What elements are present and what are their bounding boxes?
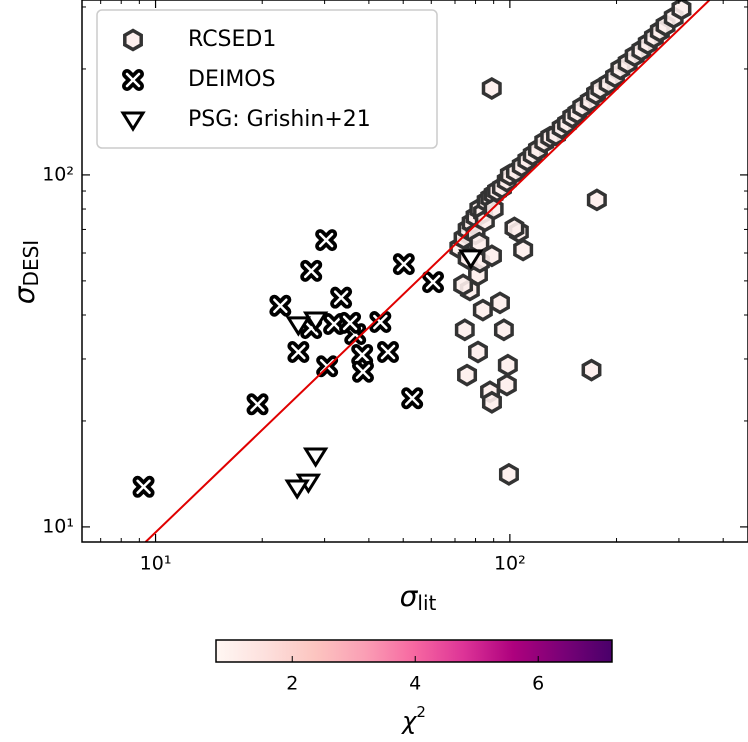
- plot-frame: [81, 0, 748, 543]
- colorbar: [215, 639, 613, 663]
- x-tick-label: 10²: [494, 553, 526, 575]
- cbar-sup: 2: [416, 703, 426, 721]
- triangle-marker: [284, 479, 310, 500]
- hexagon-marker: [504, 216, 525, 240]
- reference-line: [144, 0, 711, 542]
- y-tick-label: 10²: [42, 163, 74, 185]
- legend-label: PSG: Grishin+21: [188, 107, 371, 132]
- legend-label: DEIMOS: [188, 67, 276, 92]
- hexagon-marker: [497, 353, 518, 377]
- hexagon-marker: [481, 390, 502, 414]
- x-marker-inner: [125, 72, 141, 88]
- x-marker-inner: [380, 344, 396, 360]
- y-label-symbol: σ: [8, 285, 41, 304]
- x-marker-inner: [291, 344, 306, 360]
- y-tick-label: 10¹: [42, 515, 74, 537]
- colorbar-tick-label: 6: [532, 673, 544, 695]
- cbar-symbol: χ: [400, 707, 417, 735]
- x-marker-inner: [425, 274, 441, 290]
- plot-area: [132, 0, 711, 542]
- hexagon-marker: [581, 358, 602, 382]
- colorbar-tick-label: 4: [409, 673, 421, 695]
- triangle-marker: [285, 316, 312, 337]
- legend-box: [96, 9, 438, 149]
- triangle-marker: [302, 447, 329, 468]
- colorbar-label: χ2: [400, 703, 426, 736]
- hexagon-marker: [457, 363, 478, 387]
- x-tick-label: 10¹: [140, 553, 172, 575]
- x-marker-inner: [354, 347, 370, 363]
- x-marker-inner: [373, 314, 388, 330]
- legend-label: RCSED1: [188, 27, 276, 52]
- triangle-marker: [120, 111, 146, 132]
- y-label-sub: DESI: [19, 240, 43, 287]
- hexagon-marker: [671, 0, 692, 21]
- hexagon-marker: [481, 76, 502, 101]
- x-marker-inner: [333, 290, 349, 305]
- colorbar-tick-label: 2: [286, 673, 298, 695]
- hexagon-marker: [453, 273, 474, 297]
- x-marker-inner: [273, 298, 288, 313]
- hexagon-marker: [513, 238, 534, 262]
- y-axis-label: σDESI: [8, 240, 43, 304]
- x-label-symbol: σ: [400, 580, 419, 613]
- x-marker-inner: [342, 315, 358, 331]
- hexagon-marker: [472, 298, 493, 322]
- x-marker-inner: [136, 479, 151, 495]
- x-marker-inner: [355, 364, 371, 379]
- x-marker-inner: [318, 232, 334, 248]
- x-marker-inner: [250, 397, 265, 412]
- triangle-marker: [458, 249, 484, 270]
- x-marker-inner: [303, 263, 319, 279]
- x-marker-inner: [326, 316, 342, 332]
- x-axis-label: σlit: [400, 580, 437, 615]
- hexagon-marker: [586, 188, 607, 212]
- hexagon-marker: [454, 318, 475, 342]
- hexagon-marker: [493, 318, 514, 342]
- hexagon-marker: [496, 373, 517, 397]
- hexagon-marker: [481, 244, 502, 268]
- x-marker-inner: [404, 391, 420, 406]
- hexagon-marker: [468, 340, 488, 364]
- x-marker-inner: [396, 256, 412, 272]
- hexagon-marker: [498, 462, 519, 486]
- hexagon-marker: [123, 28, 143, 52]
- hexagon-marker: [490, 291, 510, 315]
- x-label-sub: lit: [417, 591, 436, 615]
